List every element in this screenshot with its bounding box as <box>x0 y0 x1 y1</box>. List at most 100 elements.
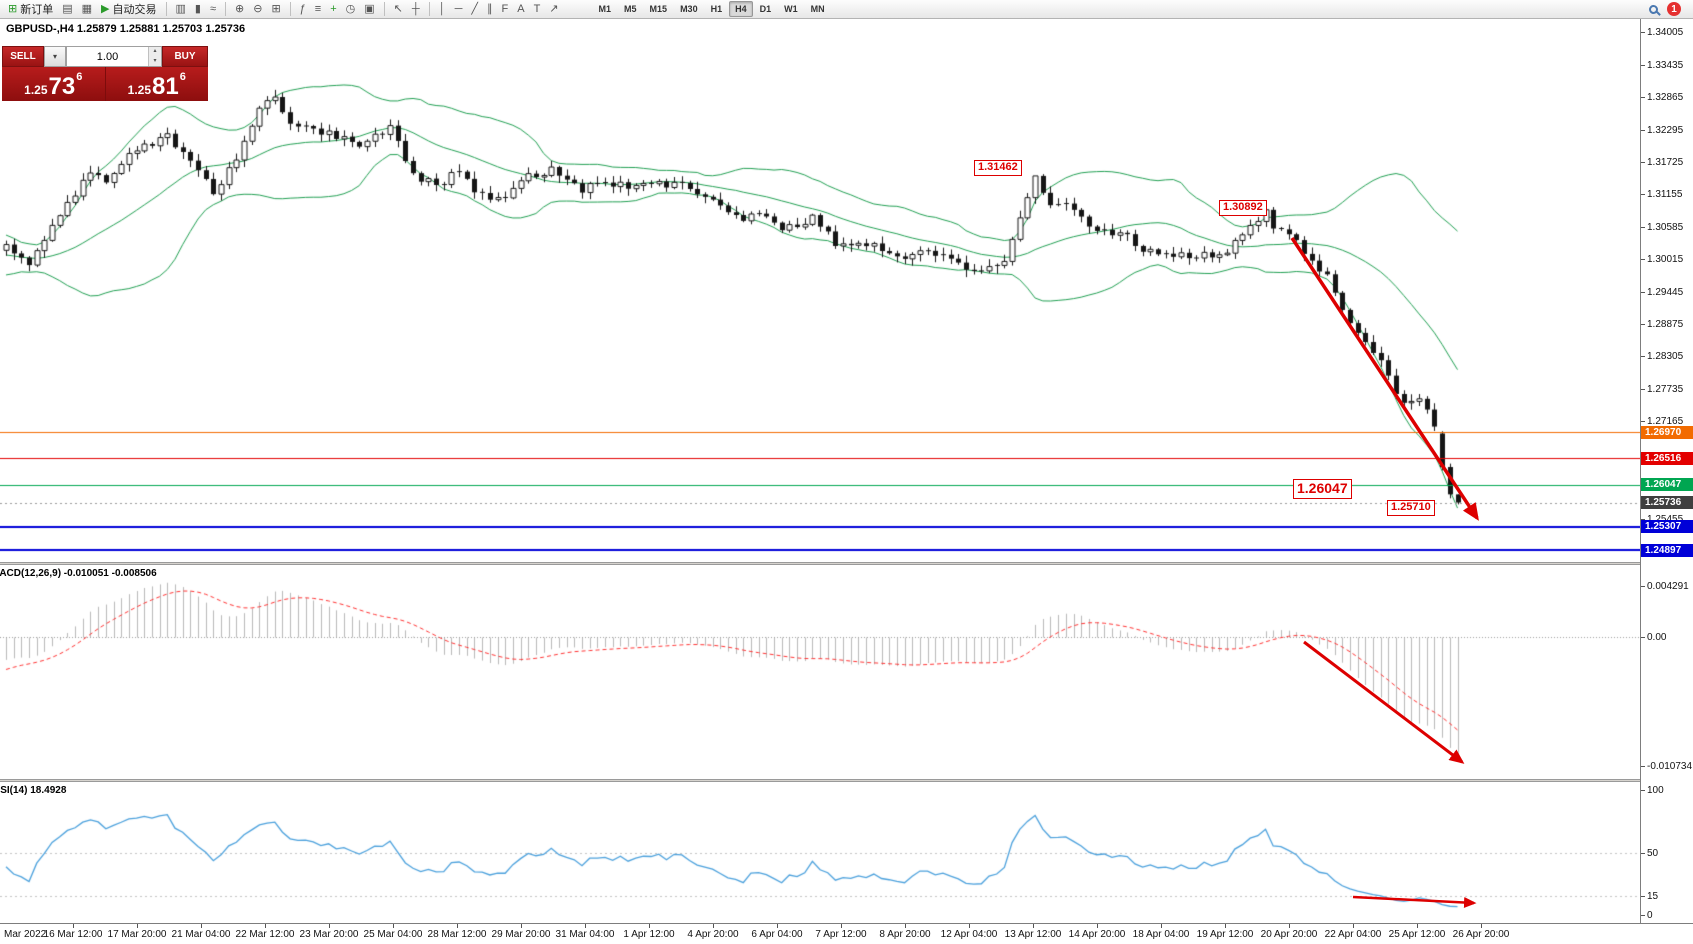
price-chart-canvas[interactable] <box>0 19 1640 562</box>
algo-trading-button[interactable]: ▶ 自动交易 <box>97 1 160 18</box>
time-axis-label: 21 Mar 04:00 <box>171 929 231 940</box>
line-chart-icon[interactable]: ≈ <box>206 1 220 18</box>
channel-icon[interactable]: ∥ <box>483 1 497 18</box>
timeframe-mn-button[interactable]: MN <box>810 4 825 14</box>
macd-axis-tick <box>1641 766 1645 768</box>
time-axis-label: 13 Apr 12:00 <box>1004 929 1062 940</box>
price-axis-label: 1.32295 <box>1647 124 1684 136</box>
fibonacci-icon[interactable]: F <box>497 1 512 18</box>
vertical-line-icon[interactable]: │ <box>435 1 450 18</box>
time-axis-tick <box>1033 924 1034 928</box>
volume-input[interactable] <box>67 47 148 66</box>
buy-button[interactable]: BUY <box>162 46 208 67</box>
tile-windows-icon[interactable]: ⊞ <box>267 1 284 18</box>
tile-windows-icon: ⊞ <box>271 2 281 15</box>
trade-panel-prices: 1.25 73 6 1.25 81 6 <box>2 67 208 101</box>
time-axis-tick <box>329 924 330 928</box>
timeframe-h1-button[interactable]: H1 <box>710 4 723 14</box>
price-level-flag: 1.26970 <box>1641 425 1693 439</box>
text-icon: A <box>517 2 525 15</box>
toolbar-separator <box>428 2 430 16</box>
time-axis-label: 25 Mar 04:00 <box>363 929 423 940</box>
trendline-icon: ╱ <box>471 2 478 15</box>
price-axis-label: 1.27735 <box>1647 383 1684 395</box>
panel-separator[interactable] <box>0 562 1693 565</box>
trendline-icon[interactable]: ╱ <box>467 1 482 18</box>
time-axis-label: 20 Apr 20:00 <box>1260 929 1318 940</box>
price-axis-label: 1.31155 <box>1647 189 1683 201</box>
volume-increase-button[interactable]: ▴ <box>149 47 161 57</box>
timeframe-buttons: M1 M5 M15 M30 H1 H4 D1 W1 MN <box>593 1 831 17</box>
time-axis[interactable]: Mar 2022 16 Mar 12:00 17 Mar 20:00 21 Mar 0… <box>0 923 1693 944</box>
toolbar-separator <box>383 2 385 16</box>
time-axis-label: 19 Apr 12:00 <box>1196 929 1254 940</box>
horizontal-line-icon[interactable]: ─ <box>451 1 467 18</box>
algo-trading-icon: ▶ <box>101 2 110 15</box>
text-icon[interactable]: A <box>513 1 528 18</box>
order-type-dropdown[interactable]: ▾ <box>44 46 66 67</box>
new-order-icon: ⊞ <box>8 2 18 15</box>
new-order-button[interactable]: ⊞ 新订单 <box>4 1 57 18</box>
crosshair-icon[interactable]: ┼ <box>408 1 424 18</box>
timeframe-d1-button[interactable]: D1 <box>759 4 772 14</box>
timeframe-m15-button[interactable]: M15 <box>649 4 668 14</box>
zoom-out-icon[interactable]: ⊖ <box>249 1 266 18</box>
price-axis[interactable]: 1.34005 1.33435 1.32865 1.32295 1.31725 1.311… <box>1640 19 1693 923</box>
auto-scroll-icon[interactable]: ◷ <box>342 1 360 18</box>
rsi-axis-tick <box>1641 915 1645 916</box>
time-axis-label: 18 Apr 04:00 <box>1132 929 1190 940</box>
rsi-indicator-label: RSI(14) 18.4928 <box>0 785 67 796</box>
price-axis-label: 1.29445 <box>1647 286 1684 298</box>
timeframe-h4-button[interactable]: H4 <box>729 1 753 17</box>
label-icon[interactable]: T <box>530 1 545 18</box>
price-axis-label: 1.30015 <box>1647 254 1684 266</box>
line-chart-icon: ≈ <box>209 2 217 15</box>
objects-list-icon[interactable]: ≡ <box>311 1 325 18</box>
volume-decrease-button[interactable]: ▾ <box>149 56 161 66</box>
search-icon[interactable] <box>1649 4 1658 14</box>
timeframe-w1-button[interactable]: W1 <box>784 4 798 14</box>
price-axis-label: 1.28305 <box>1647 351 1684 363</box>
price-axis-label: 1.30585 <box>1647 221 1684 233</box>
sell-button[interactable]: SELL <box>2 46 44 67</box>
timeframe-m5-button[interactable]: M5 <box>624 4 637 14</box>
notification-badge[interactable]: 1 <box>1667 2 1681 16</box>
buy-price-display[interactable]: 1.25 81 6 <box>105 67 208 101</box>
time-axis-label: 7 Apr 12:00 <box>815 929 867 940</box>
price-axis-tick <box>1641 259 1645 261</box>
arrows-tool-icon[interactable]: ↗ <box>545 1 562 18</box>
time-axis-label: 1 Apr 12:00 <box>623 929 675 940</box>
rsi-panel-canvas[interactable] <box>0 782 1640 923</box>
sell-price-pips: 73 <box>48 73 76 100</box>
price-axis-tick <box>1641 161 1645 163</box>
candlestick-chart-icon[interactable]: ▮ <box>191 1 205 18</box>
cursor-icon[interactable]: ↖ <box>390 1 407 18</box>
sell-price-display[interactable]: 1.25 73 6 <box>2 67 106 101</box>
timeframe-m1-button[interactable]: M1 <box>598 4 612 14</box>
price-level-flag: 1.24897 <box>1641 543 1693 557</box>
timeframe-m30-button[interactable]: M30 <box>680 4 698 14</box>
time-axis-label: 22 Apr 04:00 <box>1324 929 1382 940</box>
price-axis-tick <box>1641 97 1645 99</box>
fibonacci-icon: F <box>501 2 509 15</box>
time-axis-label: 14 Apr 20:00 <box>1068 929 1126 940</box>
panel-separator[interactable] <box>0 779 1693 782</box>
depth-of-market-icon[interactable]: ▦ <box>78 1 96 18</box>
time-axis-tick <box>777 924 778 928</box>
depth-of-market-icon: ▦ <box>81 2 93 15</box>
time-axis-label: 31 Mar 04:00 <box>555 929 615 940</box>
price-axis-tick <box>1641 324 1645 326</box>
zoom-in-icon[interactable]: ⊕ <box>231 1 248 18</box>
rsi-axis-label: 50 <box>1647 847 1659 859</box>
time-axis-tick <box>201 924 202 928</box>
price-axis-label: 1.25455 <box>1647 513 1684 525</box>
macd-panel-canvas[interactable] <box>0 565 1640 779</box>
bar-chart-icon[interactable]: ▥ <box>172 1 190 18</box>
charts-cascade-icon[interactable]: ▤ <box>58 1 76 18</box>
time-axis-tick <box>969 924 970 928</box>
price-axis-label: 1.27165 <box>1647 416 1684 428</box>
price-level-flag: 1.25307 <box>1641 520 1693 534</box>
data-window-icon[interactable]: ▣ <box>360 1 378 18</box>
add-indicator-icon[interactable]: + <box>326 1 340 18</box>
indicators-icon[interactable]: ƒ <box>296 1 310 18</box>
